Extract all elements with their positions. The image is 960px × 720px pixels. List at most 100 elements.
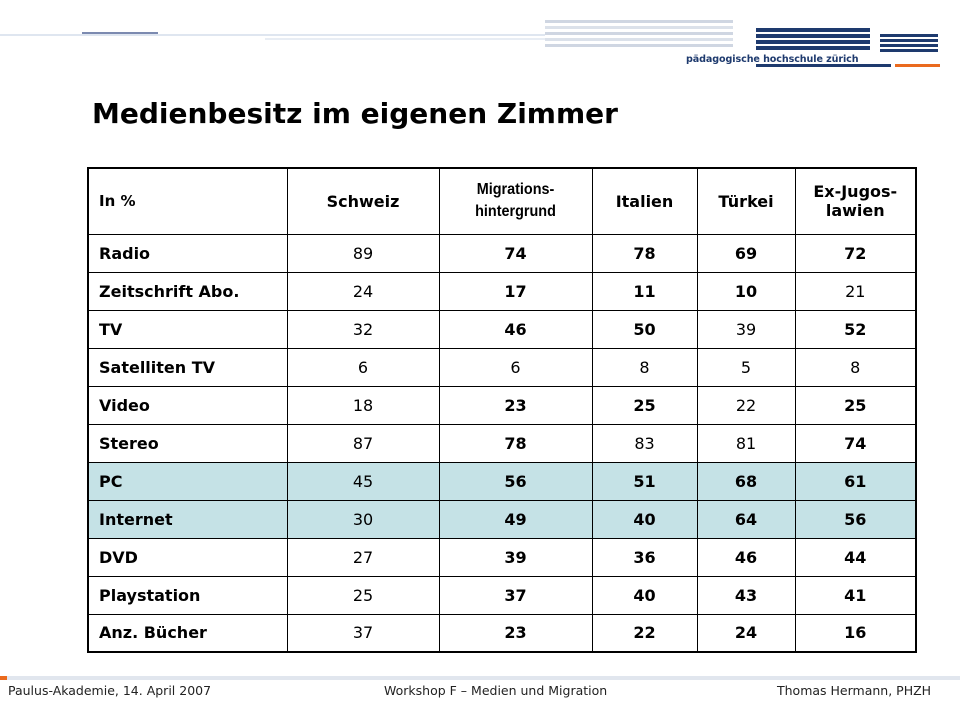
table-cell: 37 xyxy=(286,613,440,653)
table-cell: 46 xyxy=(438,309,593,349)
table-cell: 32 xyxy=(286,309,440,349)
row-label: Anz. Bücher xyxy=(87,613,288,653)
column-header-line: Migrations- xyxy=(476,181,555,199)
table-cell: 83 xyxy=(591,423,698,463)
row-label: DVD xyxy=(87,537,288,577)
table-cell: 21 xyxy=(794,271,917,311)
table-cell: 25 xyxy=(794,385,917,425)
row-label: Radio xyxy=(87,233,288,273)
table-cell: 23 xyxy=(438,613,593,653)
table-cell: 6 xyxy=(286,347,440,387)
table-cell: 24 xyxy=(696,613,796,653)
table-cell: 36 xyxy=(591,537,698,577)
footer-right: Thomas Hermann, PHZH xyxy=(777,683,932,698)
table-cell: 6 xyxy=(438,347,593,387)
table-cell: 39 xyxy=(696,309,796,349)
table-cell: 43 xyxy=(696,575,796,615)
table-header-row: In % Schweiz Migrations- hintergrund Ita… xyxy=(87,167,917,235)
table-cell: 74 xyxy=(438,233,593,273)
table-row: Video 18 23 25 22 25 xyxy=(87,385,917,425)
table-cell: 8 xyxy=(591,347,698,387)
footer-center: Workshop F – Medien und Migration xyxy=(384,683,608,698)
column-header: Migrations- hintergrund xyxy=(446,167,585,235)
table-cell: 24 xyxy=(286,271,440,311)
column-header-line: Ex-Jugos- xyxy=(813,182,898,202)
table-cell: 61 xyxy=(794,461,917,501)
footer-left: Paulus-Akademie, 14. April 2007 xyxy=(8,683,212,698)
table-cell: 64 xyxy=(696,499,796,539)
row-label: Zeitschrift Abo. xyxy=(87,271,288,311)
header-stripe xyxy=(0,34,545,36)
table-cell: 52 xyxy=(794,309,917,349)
table-cell: 16 xyxy=(794,613,917,653)
table-body: Radio 89 74 78 69 72 Zeitschrift Abo. 24 17 11 10 2… xyxy=(87,233,917,653)
header-stripe xyxy=(265,38,545,40)
row-label: Video xyxy=(87,385,288,425)
table-row: Internet 30 49 40 64 56 xyxy=(87,499,917,539)
column-header: Ex-Jugos- lawien xyxy=(794,167,917,235)
table-cell: 74 xyxy=(794,423,917,463)
logo-caption: pädagogische hochschule zürich xyxy=(686,54,859,65)
table-cell: 27 xyxy=(286,537,440,577)
row-label: Satelliten TV xyxy=(87,347,288,387)
column-header: In % xyxy=(87,167,288,235)
footer-divider xyxy=(0,676,960,680)
column-header-line: hintergrund xyxy=(475,203,556,221)
table-cell: 89 xyxy=(286,233,440,273)
table-cell: 44 xyxy=(794,537,917,577)
row-label: Playstation xyxy=(87,575,288,615)
table-cell: 78 xyxy=(438,423,593,463)
table-cell: 49 xyxy=(438,499,593,539)
column-header: Italien xyxy=(591,167,698,235)
column-header: Schweiz xyxy=(286,167,440,235)
table-row: Satelliten TV 6 6 8 5 8 xyxy=(87,347,917,387)
table-cell: 50 xyxy=(591,309,698,349)
table-cell: 23 xyxy=(438,385,593,425)
table-cell: 37 xyxy=(438,575,593,615)
table-cell: 46 xyxy=(696,537,796,577)
column-header: Türkei xyxy=(696,167,796,235)
row-label: Internet xyxy=(87,499,288,539)
table-cell: 25 xyxy=(286,575,440,615)
table-row: Radio 89 74 78 69 72 xyxy=(87,233,917,273)
table-cell: 56 xyxy=(794,499,917,539)
table-cell: 10 xyxy=(696,271,796,311)
header-stripe xyxy=(82,32,158,34)
table-cell: 18 xyxy=(286,385,440,425)
table-cell: 40 xyxy=(591,575,698,615)
table-row: Playstation 25 37 40 43 41 xyxy=(87,575,917,615)
table-row: TV 32 46 50 39 52 xyxy=(87,309,917,349)
row-label: Stereo xyxy=(87,423,288,463)
table-row: Anz. Bücher 37 23 22 24 16 xyxy=(87,613,917,653)
table-cell: 22 xyxy=(696,385,796,425)
row-label: TV xyxy=(87,309,288,349)
table-cell: 22 xyxy=(591,613,698,653)
column-header-line: lawien xyxy=(825,201,885,221)
table-cell: 25 xyxy=(591,385,698,425)
table-cell: 40 xyxy=(591,499,698,539)
table-cell: 45 xyxy=(286,461,440,501)
row-label: PC xyxy=(87,461,288,501)
phzh-logo-icon xyxy=(545,20,940,67)
table-row: DVD 27 39 36 46 44 xyxy=(87,537,917,577)
table-cell: 72 xyxy=(794,233,917,273)
table-cell: 51 xyxy=(591,461,698,501)
table-cell: 30 xyxy=(286,499,440,539)
table-row: Zeitschrift Abo. 24 17 11 10 21 xyxy=(87,271,917,311)
table-row: PC 45 56 51 68 61 xyxy=(87,461,917,501)
table-cell: 81 xyxy=(696,423,796,463)
page-title: Medienbesitz im eigenen Zimmer xyxy=(92,97,618,130)
table-cell: 56 xyxy=(438,461,593,501)
table-cell: 78 xyxy=(591,233,698,273)
footer-accent xyxy=(0,676,7,680)
table-cell: 41 xyxy=(794,575,917,615)
table-row: Stereo 87 78 83 81 74 xyxy=(87,423,917,463)
table-cell: 17 xyxy=(438,271,593,311)
table-cell: 5 xyxy=(696,347,796,387)
table-cell: 69 xyxy=(696,233,796,273)
table-cell: 87 xyxy=(286,423,440,463)
table-cell: 8 xyxy=(794,347,917,387)
table-cell: 68 xyxy=(696,461,796,501)
table-cell: 39 xyxy=(438,537,593,577)
media-table: In % Schweiz Migrations- hintergrund Ita… xyxy=(87,167,917,653)
